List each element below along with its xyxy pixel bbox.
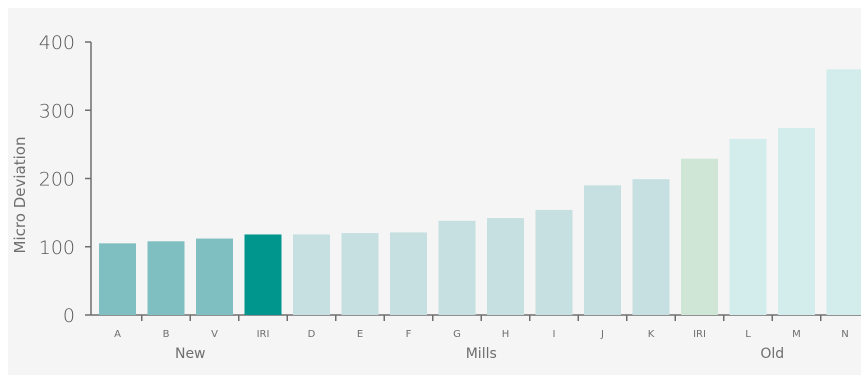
y-axis-label: Micro Deviation	[11, 137, 29, 254]
tick-labels: 0 100 200 300 400 A B V IRI D E F G H I J K IRI L M N New Mill…	[39, 32, 849, 362]
bars	[99, 69, 861, 316]
x-tick-label: K	[648, 329, 655, 340]
y-tick-label: 0	[63, 305, 75, 327]
bar-chart: Micro Deviation 0 100 200 300 400 A B V IRI D E F G H…	[11, 32, 861, 362]
x-tick-label: L	[745, 329, 751, 340]
bar	[196, 238, 233, 315]
group-label: New	[175, 346, 206, 362]
x-tick-label: H	[502, 329, 510, 340]
x-tick-label: IRI	[257, 329, 270, 340]
x-tick-label: J	[600, 329, 604, 340]
x-tick-label: F	[406, 329, 412, 340]
bar	[729, 138, 767, 315]
x-tick-label: M	[792, 329, 801, 340]
bar	[244, 234, 282, 315]
x-tick-label: V	[211, 329, 218, 340]
bar	[632, 179, 670, 315]
bar	[341, 233, 379, 315]
group-label: Old	[760, 346, 784, 362]
x-tick-label: D	[308, 329, 316, 340]
bar	[99, 243, 136, 315]
x-tick-label: I	[553, 329, 556, 340]
group-label: Mills	[466, 346, 497, 362]
bar	[147, 241, 185, 315]
bar	[535, 209, 573, 315]
y-tick-label: 300	[39, 100, 75, 122]
y-tick-label: 400	[39, 32, 75, 54]
bar	[584, 185, 621, 315]
bar	[487, 218, 524, 315]
bar	[826, 69, 861, 315]
bar	[681, 158, 718, 315]
x-tick-label: B	[163, 329, 170, 340]
bar	[438, 220, 476, 315]
x-tick-label: A	[114, 329, 121, 340]
x-tick-label: E	[357, 329, 363, 340]
chart-panel: Micro Deviation 0 100 200 300 400 A B V IRI D E F G H…	[8, 8, 861, 375]
x-tick-label: G	[453, 329, 461, 340]
bar	[778, 127, 815, 316]
x-tick-label: IRI	[693, 329, 706, 340]
bar	[390, 232, 427, 315]
bar	[293, 234, 330, 315]
y-tick-label: 100	[39, 237, 75, 259]
x-tick-label: N	[841, 329, 848, 340]
y-tick-label: 200	[39, 169, 75, 191]
